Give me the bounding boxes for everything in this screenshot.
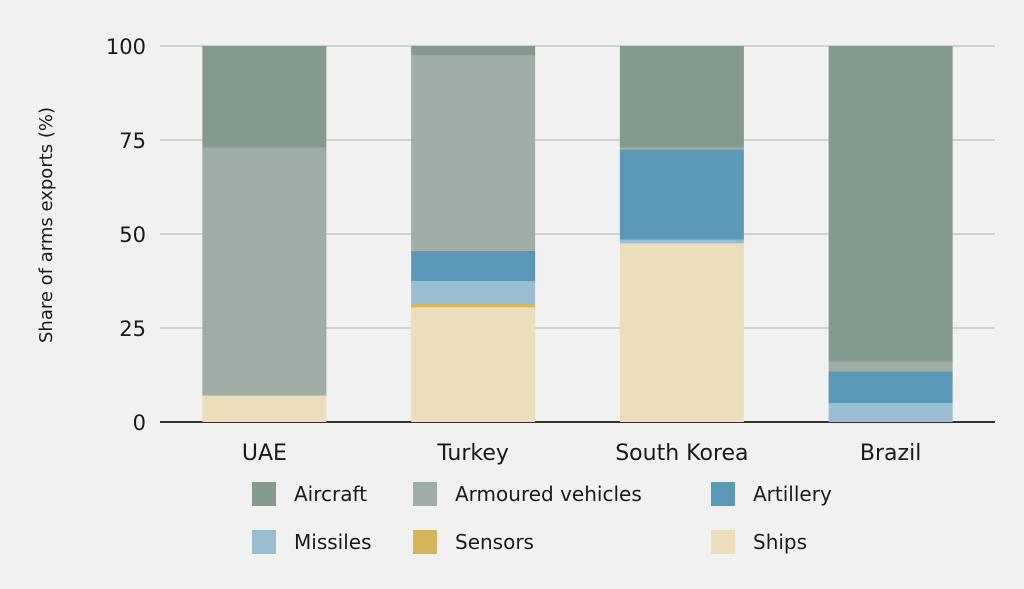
- bar-turkey-artillery: [411, 250, 536, 281]
- legend-label-sensors: Sensors: [455, 530, 534, 554]
- bar-turkey-missiles: [411, 281, 536, 304]
- bar-south-korea-ships: [619, 243, 744, 422]
- y-tick-label: 75: [119, 129, 146, 153]
- y-axis-label: Share of arms exports (%): [36, 107, 57, 343]
- bar-brazil-armoured-vehicles: [828, 361, 953, 372]
- bar-south-korea-armoured-vehicles: [619, 147, 744, 150]
- bar-uae-ships: [202, 395, 327, 422]
- y-tick-label: 0: [133, 411, 146, 435]
- legend-swatch-aircraft: [252, 482, 276, 506]
- bar-uae-aircraft: [202, 46, 327, 148]
- legend-label-aircraft: Aircraft: [294, 482, 367, 506]
- bars: [202, 46, 953, 422]
- bar-turkey-aircraft: [411, 46, 536, 56]
- legend-label-missiles: Missiles: [294, 530, 372, 554]
- bar-south-korea-artillery: [619, 149, 744, 240]
- bar-brazil-missiles: [828, 403, 953, 422]
- y-tick-label: 50: [119, 223, 146, 247]
- bar-turkey-ships: [411, 307, 536, 422]
- legend-label-armoured-vehicles: Armoured vehicles: [455, 482, 642, 506]
- x-tick-label: UAE: [242, 441, 287, 466]
- legend-swatch-armoured-vehicles: [413, 482, 437, 506]
- y-tick-label: 25: [119, 317, 146, 341]
- legend-label-ships: Ships: [753, 530, 807, 554]
- bar-south-korea-missiles: [619, 239, 744, 244]
- bar-brazil-artillery: [828, 371, 953, 404]
- bar-brazil-aircraft: [828, 46, 953, 362]
- legend-swatch-artillery: [711, 482, 735, 506]
- legend-swatch-sensors: [413, 530, 437, 554]
- x-tick-label: South Korea: [615, 441, 748, 466]
- legend-swatch-missiles: [252, 530, 276, 554]
- y-tick-label: 100: [106, 35, 146, 59]
- bar-turkey-sensors: [411, 303, 536, 308]
- x-tick-label: Brazil: [860, 441, 921, 466]
- legend-swatch-ships: [711, 530, 735, 554]
- legend: Aircraft Armoured vehicles Artillery Missil…: [252, 482, 832, 554]
- x-tick-label: Turkey: [436, 441, 509, 466]
- bar-uae-armoured-vehicles: [202, 147, 327, 396]
- legend-label-artillery: Artillery: [753, 482, 832, 506]
- y-tick-labels: 0 25 50 75 100: [106, 35, 146, 435]
- bar-south-korea-aircraft: [619, 46, 744, 148]
- x-tick-labels: UAE Turkey South Korea Brazil: [242, 441, 921, 466]
- bar-turkey-armoured-vehicles: [411, 55, 536, 251]
